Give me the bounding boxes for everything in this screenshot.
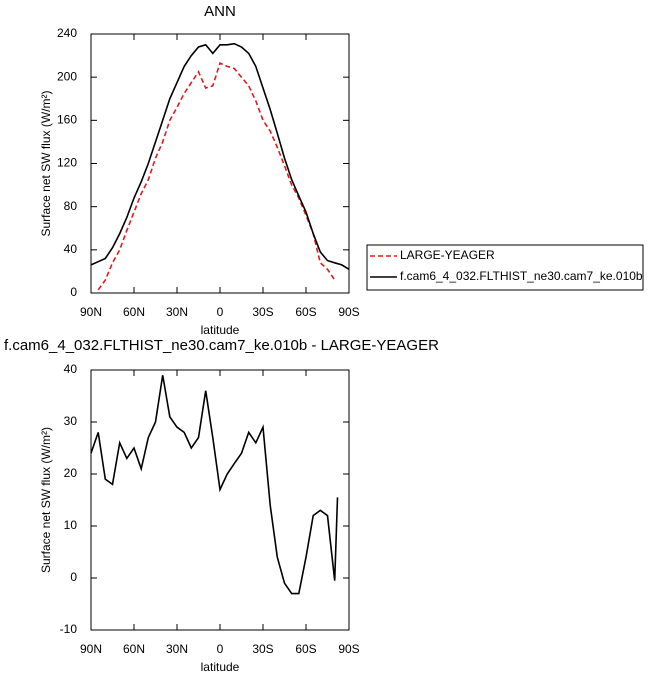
x-tick-label: 60N [123,305,145,319]
x-tick-label: 90S [338,305,359,319]
y-tick-label: 30 [64,414,78,428]
x-tick-label: 60S [295,642,316,656]
legend-label: LARGE-YEAGER [400,248,495,262]
x-tick-label: 90S [338,642,359,656]
x-tick-label: 60N [123,642,145,656]
y-tick-label: 120 [57,156,77,170]
y-tick-label: 200 [57,69,77,83]
x-tick-label: 30S [252,305,273,319]
y-axis-label: Surface net SW flux (W/m²) [39,90,53,236]
x-tick-label: 90N [80,305,102,319]
x-tick-label: 0 [217,305,224,319]
series-line [97,61,336,291]
plot-frame [90,369,350,631]
y-tick-label: 160 [57,113,77,127]
y-tick-label: 40 [64,362,78,376]
chart-title: ANN [204,3,236,20]
y-tick-label: 10 [64,518,78,532]
plot-frame [90,33,350,294]
series-line [90,42,350,270]
x-tick-label: 30S [252,642,273,656]
x-axis-label: latitude [201,660,240,674]
x-axis-label: latitude [201,323,240,337]
y-tick-label: -10 [60,622,78,636]
x-tick-label: 60S [295,305,316,319]
legend-box [366,244,644,291]
legend-label: f.cam6_4_032.FLTHIST_ne30.cam7_ke.010b [400,269,643,283]
y-tick-label: 240 [57,26,77,40]
x-tick-label: 30N [166,305,188,319]
y-tick-label: 40 [64,242,78,256]
y-tick-label: 0 [70,285,77,299]
y-axis-label: Surface net SW flux (W/m²) [39,427,53,573]
x-tick-label: 90N [80,642,102,656]
y-tick-label: 20 [64,466,78,480]
y-tick-label: 80 [64,199,78,213]
y-tick-label: 0 [70,570,77,584]
chart-title: f.cam6_4_032.FLTHIST_ne30.cam7_ke.010b -… [4,337,439,354]
x-tick-label: 30N [166,642,188,656]
x-tick-label: 0 [217,642,224,656]
series-line [90,375,339,595]
